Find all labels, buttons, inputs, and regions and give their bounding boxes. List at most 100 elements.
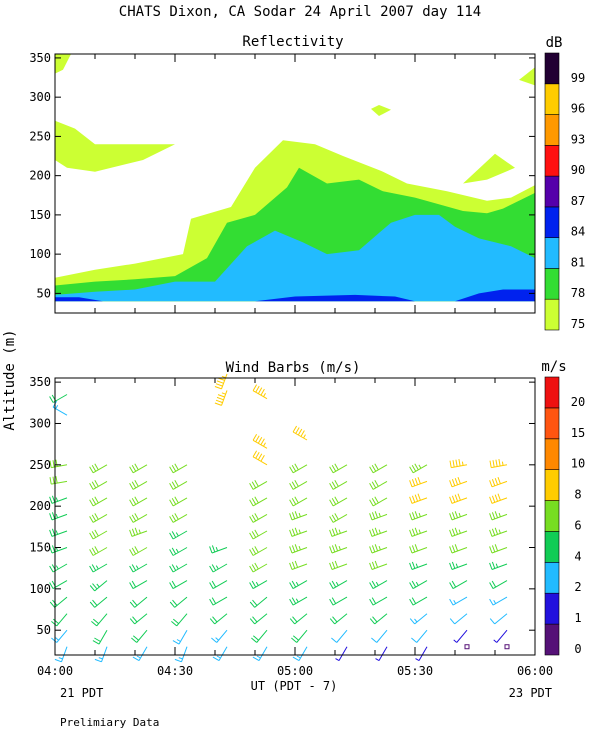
- wind-barb-flag: [454, 527, 459, 535]
- wind-barb-flag: [449, 598, 454, 606]
- wind-barb: [332, 480, 348, 490]
- reflectivity-colorbar-label: 81: [571, 255, 585, 269]
- wind-barb-flag: [335, 581, 339, 586]
- wind-barb: [212, 580, 228, 590]
- wind-barb-flag: [89, 549, 94, 556]
- wind-barb-flag: [411, 580, 417, 588]
- wind-barb: [172, 464, 188, 474]
- wind-barb-flag: [131, 564, 137, 571]
- wind-y-tick-label: 50: [37, 623, 51, 637]
- wind-barb: [61, 646, 68, 662]
- wind-barb-flag: [491, 580, 497, 588]
- wind-barb-flag: [334, 544, 339, 552]
- wind-barb-flag: [371, 637, 378, 643]
- wind-barb-flag: [289, 598, 294, 606]
- wind-barb-flag: [294, 496, 299, 504]
- wind-barb-flag: [51, 495, 56, 503]
- wind-barb-flag: [129, 483, 134, 490]
- wind-barb-flag: [260, 455, 265, 462]
- wind-barb-flag: [134, 546, 139, 553]
- wind-colorbar-label: 2: [574, 580, 581, 594]
- wind-barb: [132, 563, 148, 573]
- wind-barb-flag: [249, 565, 254, 573]
- wind-barb-flag: [251, 498, 257, 505]
- wind-barb-flag: [491, 561, 496, 569]
- wind-barb-flag: [134, 463, 139, 471]
- reflectivity-contour-75: [519, 67, 535, 86]
- wind-barb-flag: [409, 618, 416, 625]
- wind-barb-flag: [51, 528, 56, 536]
- wind-barb-flag: [169, 532, 174, 540]
- wind-barb-flag: [491, 512, 496, 520]
- wind-barb: [132, 580, 148, 590]
- wind-barb-flag: [131, 580, 137, 588]
- wind-colorbar-label: 1: [574, 611, 581, 625]
- wind-barb-flag: [300, 430, 305, 437]
- wind-barb-flag: [414, 618, 418, 623]
- wind-barb-flag: [55, 404, 59, 409]
- reflectivity-colorbar-label: 75: [571, 317, 585, 331]
- wind-barb-flag: [449, 582, 454, 589]
- wind-barb-flag: [369, 499, 374, 507]
- wind-barb-flag: [252, 656, 260, 662]
- wind-barb-flag: [95, 565, 99, 570]
- wind-y-tick-label: 150: [29, 541, 51, 555]
- wind-barb-flag: [489, 582, 494, 589]
- wind-barb-flag: [249, 516, 254, 523]
- wind-barb-flag: [295, 598, 299, 603]
- wind-barb: [492, 580, 508, 590]
- wind-barb: [292, 464, 308, 474]
- wind-barb-flag: [251, 637, 258, 643]
- wind-barb-flag: [409, 529, 413, 537]
- wind-barb-flag: [171, 481, 177, 489]
- wind-barb-flag: [254, 513, 259, 520]
- wind-colorbar-label: 10: [571, 457, 585, 471]
- wind-barb-flag: [331, 637, 338, 643]
- wind-barb-flag: [409, 496, 413, 504]
- reflectivity-colorbar-swatch: [544, 298, 560, 331]
- wind-barb-flag: [411, 495, 416, 503]
- wind-barb: [54, 596, 68, 608]
- wind-barb-flag: [329, 546, 333, 554]
- wind-barb-flag: [135, 565, 139, 570]
- wind-barb-flag: [417, 493, 421, 501]
- wind-barb: [92, 513, 108, 523]
- wind-barb-flag: [329, 483, 334, 490]
- wind-barb: [172, 513, 188, 523]
- reflectivity-colorbar-swatch: [544, 145, 560, 177]
- reflectivity-colorbar-label: 99: [571, 71, 585, 85]
- wind-barb-flag: [494, 527, 499, 535]
- reflectivity-colorbar-swatch: [544, 268, 560, 300]
- wind-barb-flag: [411, 545, 416, 553]
- wind-barb-flag: [369, 582, 374, 589]
- wind-barb-flag: [374, 463, 379, 471]
- wind-barb-flag: [409, 582, 414, 589]
- wind-barb-flag: [254, 480, 259, 487]
- wind-barb: [92, 530, 108, 540]
- wind-barb-flag: [409, 480, 413, 487]
- wind-barb-flag: [209, 546, 213, 554]
- wind-barb-flag: [289, 546, 293, 554]
- wind-barb-flag: [458, 529, 461, 534]
- wind-colorbar-label: 8: [574, 488, 581, 502]
- wind-barb: [412, 580, 428, 590]
- x-tick-label: 04:30: [157, 664, 193, 678]
- wind-barb-flag: [369, 598, 374, 606]
- wind-barb-flag: [94, 658, 102, 663]
- wind-barb-flag: [338, 545, 341, 551]
- wind-barb-flag: [417, 477, 421, 484]
- wind-barb-flag: [291, 580, 297, 588]
- wind-barb-flag: [329, 466, 334, 474]
- wind-barb-flag: [249, 601, 256, 608]
- wind-barb-flag: [451, 512, 456, 520]
- right-footer: 23 PDT: [509, 686, 552, 700]
- wind-barb-flag: [454, 494, 459, 502]
- wind-barb-flag: [178, 657, 183, 660]
- wind-barb-flag: [449, 546, 453, 554]
- wind-barb: [451, 497, 468, 504]
- wind-barb-flag: [289, 483, 294, 490]
- reflectivity-contour-75: [463, 153, 515, 184]
- wind-barb-flag: [209, 618, 216, 625]
- wind-colorbar-swatch: [544, 469, 560, 501]
- wind-barb-flag: [458, 512, 461, 517]
